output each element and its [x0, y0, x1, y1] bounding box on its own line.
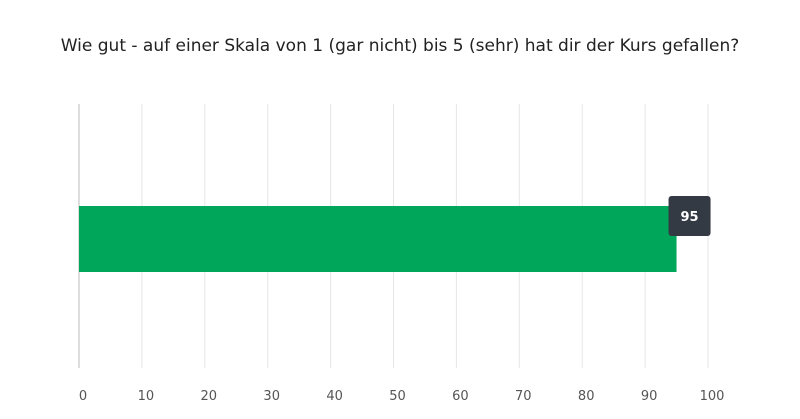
- x-tick-label-0: 0: [79, 389, 87, 404]
- x-tick-label-30: 30: [263, 389, 280, 404]
- x-tick-label-20: 20: [201, 389, 218, 404]
- data-label-0: 95: [668, 196, 711, 236]
- x-tick-label-10: 10: [138, 389, 155, 404]
- data-label-box: [668, 196, 711, 236]
- x-tick-label-50: 50: [389, 389, 406, 404]
- x-tick-label-80: 80: [578, 389, 595, 404]
- x-tick-label-40: 40: [326, 389, 343, 404]
- question-title: Wie gut - auf einer Skala von 1 (gar nic…: [60, 36, 740, 56]
- x-axis-ticks: 0 10 20 30 40 50 60 70 80 90 100: [79, 389, 725, 404]
- x-tick-label-60: 60: [452, 389, 469, 404]
- data-label-value: 95: [681, 210, 699, 225]
- bars: [79, 206, 677, 272]
- data-labels: 95: [668, 196, 711, 236]
- x-tick-label-90: 90: [641, 389, 658, 404]
- x-tick-label-70: 70: [515, 389, 532, 404]
- x-tick-label-100: 100: [700, 389, 725, 404]
- bar-0: [79, 206, 677, 272]
